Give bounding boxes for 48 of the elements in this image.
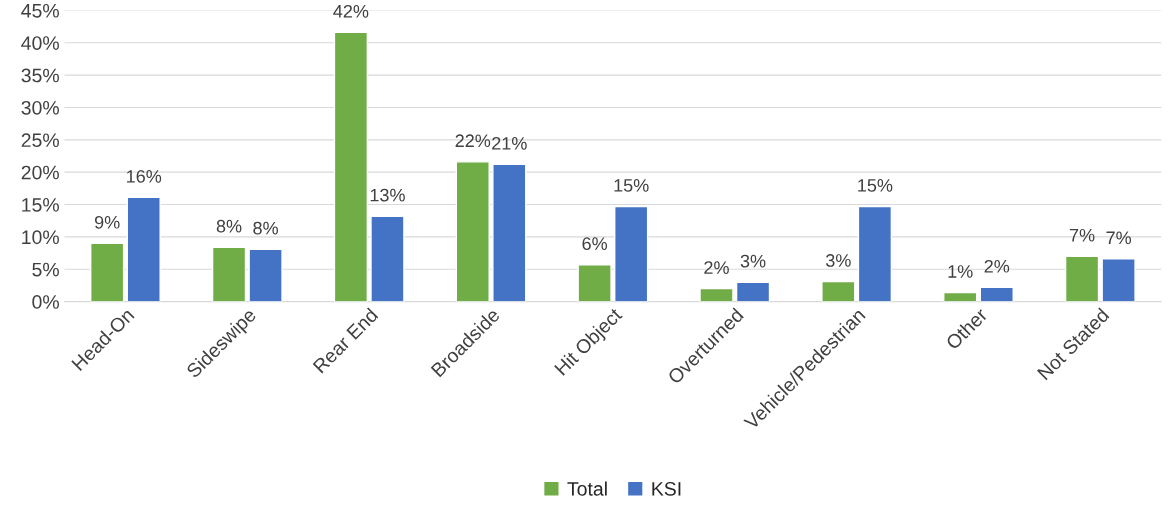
data-label: 15% — [614, 179, 649, 192]
bar — [1101, 258, 1136, 302]
bar — [699, 287, 734, 302]
bar — [1064, 255, 1100, 302]
bar — [614, 205, 649, 302]
bar — [126, 196, 161, 302]
data-label: 6% — [582, 237, 608, 251]
y-tick-label: 5% — [32, 262, 59, 277]
bar — [577, 264, 612, 302]
y-tick-label: 25% — [21, 133, 59, 148]
data-label: 9% — [94, 215, 120, 229]
y-tick-label: 10% — [22, 230, 59, 245]
data-label: 16% — [127, 169, 162, 183]
bar — [857, 205, 893, 302]
y-tick-label: 20% — [21, 165, 59, 180]
data-label: 3% — [825, 254, 851, 267]
bar — [492, 163, 527, 302]
data-label: 7% — [1069, 228, 1095, 242]
data-label: 15% — [858, 179, 893, 192]
bar — [821, 280, 856, 302]
bar — [211, 246, 247, 302]
data-label: 2% — [984, 259, 1010, 273]
bar — [735, 281, 771, 302]
bar — [370, 215, 405, 302]
data-label: 21% — [492, 136, 527, 150]
y-tick-label: 40% — [21, 36, 59, 50]
data-label: 22% — [455, 134, 491, 148]
bar — [333, 31, 369, 302]
data-label: 3% — [740, 254, 766, 268]
y-tick-label: 15% — [22, 198, 59, 212]
data-label: 42% — [333, 4, 369, 18]
legend-label: Total — [567, 481, 607, 496]
legend-label: KSI — [652, 481, 681, 496]
data-label: 13% — [370, 188, 405, 202]
bar — [943, 291, 978, 302]
data-label: 8% — [216, 219, 242, 233]
data-label: 2% — [704, 261, 729, 274]
bar — [90, 242, 125, 302]
y-tick-label: 0% — [32, 295, 59, 309]
data-label: 1% — [948, 265, 973, 278]
bar — [248, 248, 283, 302]
data-label: 8% — [253, 221, 278, 235]
bar — [455, 161, 490, 302]
data-label: 7% — [1106, 231, 1132, 245]
y-tick-label: 35% — [21, 68, 59, 83]
y-tick-label: 30% — [21, 100, 59, 115]
bar — [979, 286, 1014, 302]
y-tick-label: 45% — [21, 3, 59, 18]
